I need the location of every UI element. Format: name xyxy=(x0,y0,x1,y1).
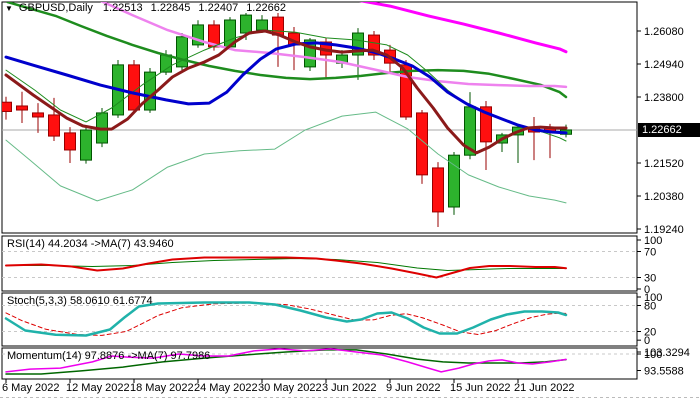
candle xyxy=(144,68,156,113)
candle-body-down xyxy=(16,105,28,111)
candle-body-up xyxy=(352,32,364,56)
candle xyxy=(32,103,44,133)
fast-ma-maroon xyxy=(4,29,568,155)
lower-band-line xyxy=(5,111,567,204)
price-axis-label: 1.24940 xyxy=(644,59,684,71)
candle-body-down xyxy=(128,64,140,111)
price-axis-label: 1.26080 xyxy=(644,26,684,38)
price-axis-label: 1.20380 xyxy=(644,191,684,203)
rsi-axis-label: 0 xyxy=(644,284,650,296)
main-panel-group xyxy=(2,2,637,227)
candle-body-up xyxy=(304,39,316,68)
candle xyxy=(352,28,364,80)
stochastic-indicator-label: Stoch(5,3,3) 58.0610 61.6774 xyxy=(7,295,153,307)
rsi-line xyxy=(5,256,567,279)
candle xyxy=(80,125,92,164)
date-axis-label: 12 May 2022 xyxy=(66,382,130,394)
candle xyxy=(432,162,444,227)
ma-100-magenta xyxy=(359,2,568,54)
candle xyxy=(368,31,380,60)
ma-200-violet xyxy=(100,2,568,89)
current-price-tag: 1.22662 xyxy=(638,122,700,137)
date-axis-label: 9 Jun 2022 xyxy=(386,382,440,394)
momentum-axis-label: 93.5588 xyxy=(644,365,684,377)
candle-body-down xyxy=(368,34,380,56)
quote-open: 1.22513 xyxy=(102,2,143,14)
rsi-axis-label: 70 xyxy=(644,247,656,259)
price-axis-label: 1.19240 xyxy=(644,224,684,236)
candle-body-up xyxy=(256,19,268,31)
momentum-axis-label: 103.3294 xyxy=(644,347,690,359)
price-axis-label: 1.23800 xyxy=(644,92,684,104)
candle-body-down xyxy=(64,132,76,151)
quote-low: 1.22407 xyxy=(198,2,239,14)
stoch-axis-label: 0 xyxy=(644,335,650,347)
symbol-dropdown-icon[interactable]: ▼ xyxy=(5,3,13,13)
candle xyxy=(192,20,204,48)
momentum-axis-label: 100 xyxy=(644,349,662,361)
date-axis-label: 3 Jun 2022 xyxy=(322,382,376,394)
slow-ma-green xyxy=(6,2,568,99)
quote-high: 1.22845 xyxy=(150,2,191,14)
symbol-timeframe-label: GBPUSD,Daily xyxy=(18,2,93,14)
stoch-axis-label: 100 xyxy=(644,292,662,304)
price-axis-label: 1.21520 xyxy=(644,158,684,170)
candle-body-down xyxy=(48,114,60,137)
candle-body-up xyxy=(192,24,204,46)
date-axis-label: 15 Jun 2022 xyxy=(450,382,511,394)
candle xyxy=(2,96,12,120)
date-axis-label: 6 May 2022 xyxy=(2,382,59,394)
date-axis-label: 18 May 2022 xyxy=(130,382,194,394)
stoch-panel-frame xyxy=(1,292,638,347)
chart-title-row: ▼ GBPUSD,Daily 1.22513 1.22845 1.22407 1… xyxy=(5,2,294,14)
momentum-line xyxy=(5,348,567,373)
stoch-k-line xyxy=(4,301,568,337)
candle-body-down xyxy=(480,106,492,143)
candle-body-up xyxy=(80,129,92,161)
momentum-panel-group xyxy=(2,348,637,375)
candle xyxy=(128,59,140,113)
candle-body-down xyxy=(32,112,44,118)
candle-body-down xyxy=(2,101,12,112)
date-axis-label: 24 May 2022 xyxy=(194,382,258,394)
stoch-d-line xyxy=(5,302,567,336)
date-axis-label: 21 Jun 2022 xyxy=(514,382,575,394)
candle-body-up xyxy=(240,14,252,34)
rsi-panel-frame xyxy=(1,235,638,292)
rsi-axis-label: 30 xyxy=(644,273,656,285)
stoch-axis-label: 80 xyxy=(644,301,656,313)
rsi-indicator-label: RSI(14) 44.2034 ->MA(7) 43.9460 xyxy=(7,238,174,250)
stoch-axis-label: 20 xyxy=(644,326,656,338)
stoch-panel-group xyxy=(2,301,637,337)
quote-close: 1.22662 xyxy=(246,2,286,14)
candle-body-down xyxy=(416,112,428,176)
candle-body-up xyxy=(448,154,460,208)
rsi-panel-group xyxy=(2,251,637,279)
candle xyxy=(416,110,428,184)
candle xyxy=(16,91,28,124)
date-axis-label: 30 May 2022 xyxy=(258,382,322,394)
candle-body-down xyxy=(208,24,220,48)
candle xyxy=(448,151,460,215)
candle xyxy=(64,127,76,163)
current-price-value: 1.22662 xyxy=(642,123,682,136)
candle-body-up xyxy=(176,36,188,68)
momentum-indicator-label: Momentum(14) 97.8876 ->MA(7) 97.7986 xyxy=(7,350,211,362)
rsi-axis-label: 100 xyxy=(644,235,662,247)
candle-body-down xyxy=(432,167,444,213)
candle xyxy=(176,33,188,71)
